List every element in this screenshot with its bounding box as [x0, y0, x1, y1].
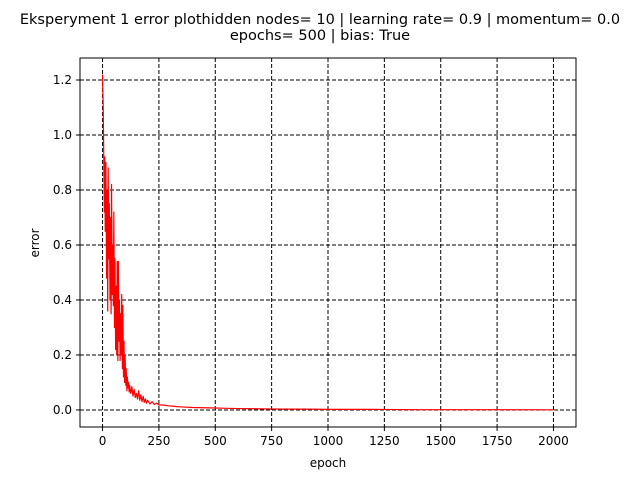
y-tick-label: 0.2: [53, 348, 72, 362]
x-tick-label: 2000: [538, 434, 569, 448]
y-tick-label: 1.2: [53, 73, 72, 87]
x-tick-label: 0: [99, 434, 107, 448]
x-tick-label: 1750: [482, 434, 513, 448]
x-tick-label: 250: [147, 434, 170, 448]
x-tick-label: 1500: [425, 434, 456, 448]
chart-title-line-1: Eksperyment 1 error plothidden nodes= 10…: [20, 12, 620, 28]
y-tick-label: 0.0: [53, 403, 72, 417]
x-tick-label: 1000: [313, 434, 344, 448]
y-tick-label: 0.8: [53, 183, 72, 197]
x-axis-label: epoch: [310, 456, 347, 470]
x-tick-label: 1250: [369, 434, 400, 448]
y-axis-label: error: [28, 228, 42, 257]
error-series-line: [101, 74, 554, 411]
series-layer: [101, 74, 554, 411]
y-tick-label: 1.0: [53, 128, 72, 142]
x-tick-label: 750: [260, 434, 283, 448]
y-tick-label: 0.6: [53, 238, 72, 252]
chart-title-line-2: epochs= 500 | bias: True: [230, 28, 410, 44]
axis-ticks: 0 250 500 750 1000 1250 1500 1750 2000 0.0 0.2 0.4 0…: [53, 73, 569, 448]
x-tick-label: 500: [204, 434, 227, 448]
y-tick-label: 0.4: [53, 293, 72, 307]
